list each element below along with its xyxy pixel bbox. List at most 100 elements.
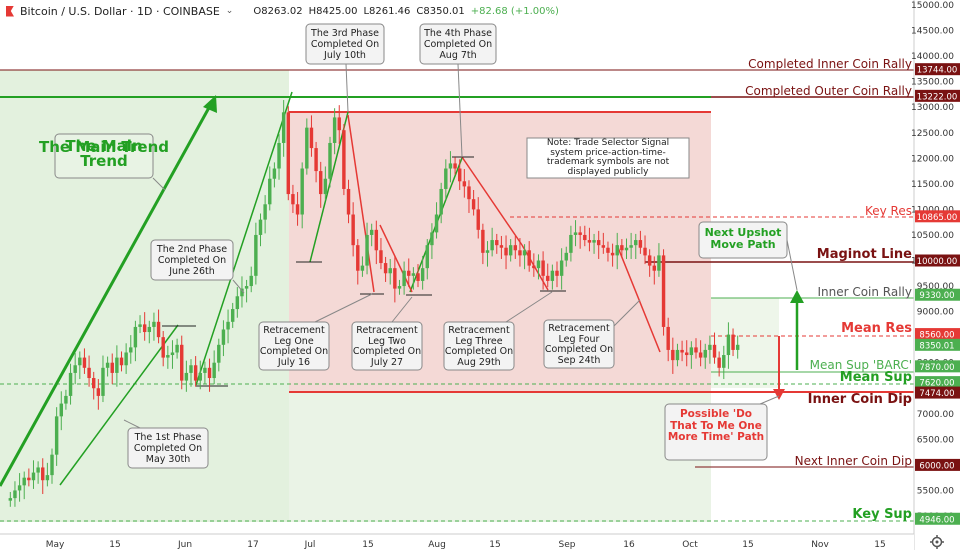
candle-down	[555, 270, 559, 276]
candle-up	[332, 117, 337, 143]
candle-up	[235, 296, 240, 310]
candle-up	[439, 188, 443, 215]
level-tag: 4946.00	[919, 515, 954, 525]
candle-down	[620, 245, 624, 251]
time-tick-label: 15	[362, 540, 373, 550]
candle-down	[694, 347, 698, 353]
candle-up	[360, 265, 365, 271]
candle-up	[230, 309, 235, 322]
level-tag: 7474.00	[919, 389, 954, 399]
candle-up	[244, 286, 249, 289]
gear-icon[interactable]	[930, 535, 944, 549]
phase1-trend-line	[59, 324, 179, 486]
candle-down	[638, 240, 643, 248]
label-mean-res: Mean Res	[841, 321, 912, 336]
candle-down	[698, 352, 703, 358]
candle-up	[115, 357, 119, 373]
candle-down	[41, 467, 45, 481]
phase2-callout	[150, 239, 245, 294]
candle-up	[425, 245, 429, 269]
level-tag: 13222.00	[917, 92, 958, 102]
time-tick-label: 15	[742, 540, 753, 550]
candle-down	[193, 365, 198, 381]
candle-up	[281, 112, 286, 143]
candle-up	[124, 352, 128, 366]
candle-up	[726, 334, 731, 356]
level-tag-bg	[915, 512, 960, 525]
price-tick-label: 10500.00	[911, 231, 954, 241]
candle-up	[254, 234, 258, 276]
candle-up	[420, 268, 425, 281]
time-tick-label: May	[46, 540, 65, 550]
candle-up	[722, 355, 726, 368]
candle-up	[240, 288, 244, 297]
candle-up	[13, 490, 17, 499]
candle-down	[685, 352, 689, 356]
candle-down	[374, 229, 379, 251]
candle-down	[351, 214, 355, 246]
candle-up	[212, 362, 216, 379]
chevron-down-icon[interactable]: ⌄	[225, 6, 234, 16]
candle-up	[485, 250, 490, 253]
candle-down	[606, 247, 610, 253]
candle-down	[319, 171, 323, 195]
leg2-text: Retracement Leg Two Completed On July 27	[352, 325, 422, 368]
candle-up	[36, 467, 40, 473]
candle-down	[476, 209, 480, 230]
level-tag-bg	[915, 210, 960, 223]
candle-down	[180, 344, 184, 381]
candle-down	[504, 247, 508, 256]
candle-up	[221, 329, 226, 345]
candle-up	[397, 286, 402, 289]
candle-down	[652, 265, 657, 271]
ohlc-low: L8261.46	[363, 5, 411, 17]
label-maginot-line: Maginot Line	[816, 247, 912, 262]
candle-up	[138, 324, 142, 327]
candle-down	[457, 168, 462, 182]
time-axis[interactable]	[0, 534, 914, 550]
candle-down	[337, 117, 341, 131]
candle-up	[152, 321, 156, 327]
candle-down	[286, 112, 291, 195]
symbol-title[interactable]: Bitcoin / U.S. Dollar · 1D · COINBASE	[20, 4, 220, 18]
ohlc-open: O8263.02	[253, 5, 303, 17]
price-tick-label: 7000.00	[917, 410, 954, 420]
candle-down	[546, 275, 550, 281]
candle-up	[615, 245, 619, 256]
candle-up	[64, 395, 68, 404]
candle-down	[110, 362, 114, 373]
candle-up	[217, 344, 221, 363]
candle-up	[735, 344, 740, 350]
candle-down	[527, 250, 531, 266]
candle-down	[671, 349, 675, 361]
candle-down	[532, 265, 536, 269]
candle-up	[689, 347, 694, 356]
candle-down	[481, 229, 485, 253]
price-tick-label: 6500.00	[917, 435, 954, 445]
candle-up	[536, 260, 541, 269]
level-tag-bg	[915, 360, 960, 373]
candle-up	[198, 372, 202, 381]
candle-up	[78, 357, 82, 366]
candle-up	[629, 245, 633, 248]
candle-down	[462, 181, 467, 187]
candle-down	[647, 255, 652, 266]
level-tag-bg	[915, 338, 960, 351]
time-tick-label: 15	[489, 540, 500, 550]
leg1-callout	[258, 293, 373, 371]
candle-down	[643, 247, 647, 256]
candle-up	[365, 234, 369, 266]
candle-up	[323, 178, 328, 195]
candle-up	[490, 240, 494, 251]
price-tick-label: 13500.00	[911, 78, 954, 88]
price-tick-label: 12000.00	[911, 154, 954, 164]
possible-text: Possible 'Do That To Me One More Time' P…	[667, 408, 765, 443]
candle-down	[453, 163, 457, 169]
level-tag: 10865.00	[917, 213, 958, 223]
main-trend-text: The Main Trend	[65, 137, 143, 170]
candle-up	[402, 270, 406, 287]
leg4-text: Retracement Leg Four Completed On Sep 24…	[544, 323, 614, 366]
candle-down	[680, 349, 684, 353]
candle-down	[541, 260, 545, 276]
